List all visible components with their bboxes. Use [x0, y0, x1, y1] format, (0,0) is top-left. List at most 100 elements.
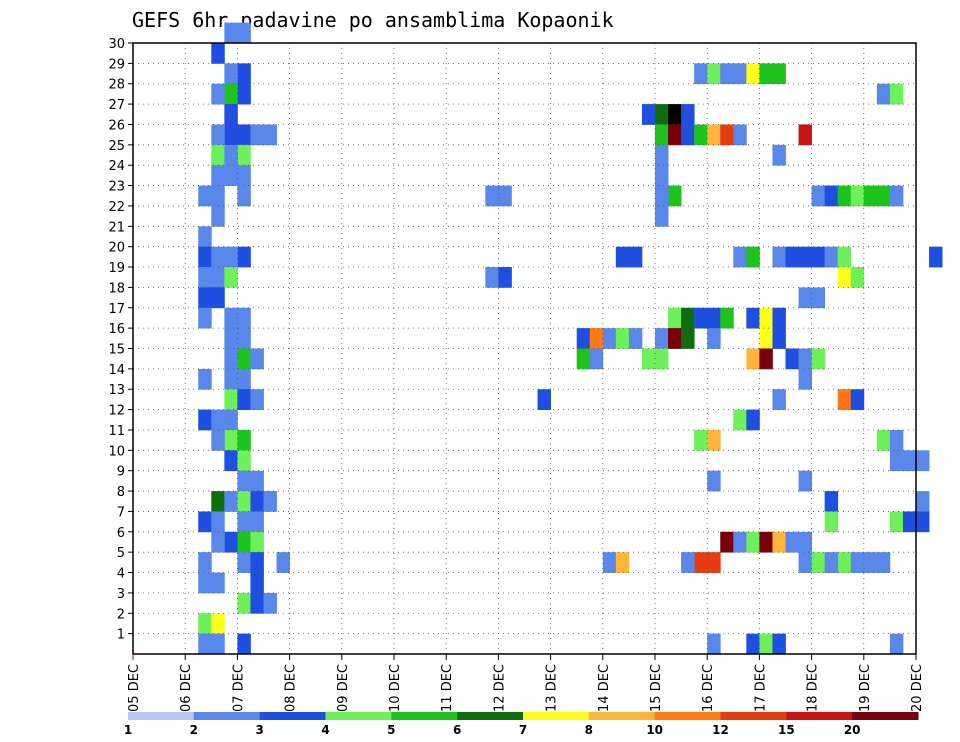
precip-cell — [681, 328, 695, 349]
precip-cell — [798, 531, 812, 553]
precip-cell — [720, 531, 734, 553]
precip-cell — [733, 409, 747, 431]
legend-swatch — [325, 712, 392, 720]
x-tick-label: 07 DEC — [231, 664, 246, 712]
y-tick-label: 11 — [108, 424, 125, 439]
precip-cell — [798, 552, 812, 573]
precip-cell — [198, 307, 212, 329]
precip-cell — [863, 185, 878, 207]
precip-cell — [237, 165, 251, 186]
precip-cell — [263, 124, 277, 146]
precip-cell — [655, 124, 669, 146]
precip-cell — [681, 307, 695, 329]
legend-swatch — [457, 712, 524, 720]
precip-cell — [772, 307, 786, 329]
precip-cell — [237, 429, 251, 451]
precip-cell — [707, 633, 721, 655]
y-tick-label: 12 — [108, 404, 125, 419]
legend-label: 5 — [387, 723, 395, 737]
precip-cell — [811, 348, 826, 370]
precip-cell — [889, 83, 904, 105]
precip-cell — [707, 429, 721, 451]
y-tick-label: 19 — [108, 261, 125, 276]
precip-cell — [224, 165, 238, 186]
precip-cell — [720, 63, 734, 85]
legend-swatch — [720, 712, 787, 720]
y-tick-label: 10 — [108, 444, 125, 459]
precip-cell — [655, 165, 669, 186]
precip-cell — [772, 144, 786, 166]
precip-cell — [759, 531, 773, 553]
precip-cell — [707, 552, 721, 573]
precip-cell — [602, 552, 617, 573]
precip-cell — [237, 592, 251, 614]
precip-cell — [876, 552, 891, 573]
x-tick-label: 13 DEC — [545, 664, 560, 712]
precip-cell — [237, 470, 251, 492]
precip-cell — [237, 348, 251, 370]
precip-cell — [615, 246, 630, 268]
precip-cell — [237, 389, 251, 410]
precip-cell — [798, 124, 812, 146]
precip-cell — [641, 104, 656, 125]
legend-swatch — [523, 712, 590, 720]
legend-swatch — [852, 712, 919, 720]
precip-cell — [746, 246, 760, 268]
precip-cell — [655, 205, 669, 227]
precip-cell — [850, 185, 865, 207]
precip-cell — [198, 368, 212, 390]
precip-cell — [759, 307, 773, 329]
precip-cell — [694, 552, 708, 573]
precip-cell — [237, 124, 251, 146]
precip-cell — [746, 531, 760, 553]
legend-label: 2 — [190, 723, 198, 737]
precip-cell — [707, 328, 721, 349]
precip-cell — [537, 389, 551, 410]
precip-cell — [876, 429, 891, 451]
x-tick-label: 20 DEC — [910, 664, 925, 712]
x-tick-label: 14 DEC — [597, 664, 612, 712]
precip-cell — [224, 450, 238, 472]
x-tick-label: 08 DEC — [284, 664, 299, 712]
precip-cell — [263, 592, 277, 614]
precip-cell — [211, 409, 225, 431]
precip-cell — [224, 348, 238, 370]
precip-cell — [720, 124, 734, 146]
precip-cell — [198, 267, 212, 288]
legend-swatch — [588, 712, 656, 720]
precip-cell — [916, 511, 930, 533]
legend: 1 2 3 4 5 6 7 8 10 12 15 20 — [124, 712, 919, 737]
precip-cell — [746, 348, 760, 370]
precip-cell — [876, 185, 891, 207]
precip-cell — [655, 348, 669, 370]
precip-cell — [655, 104, 669, 125]
precip-cell — [733, 124, 747, 146]
precip-cell — [615, 328, 630, 349]
cells-layer — [198, 22, 943, 655]
legend-label: 6 — [453, 723, 461, 737]
precip-cell — [628, 328, 643, 349]
precip-cell — [902, 450, 917, 472]
y-tick-label: 22 — [108, 200, 125, 215]
precip-cell — [615, 552, 630, 573]
precip-cell — [576, 348, 591, 370]
precip-cell — [681, 552, 695, 573]
y-tick-label: 27 — [108, 98, 125, 113]
precip-cell — [237, 531, 251, 553]
precip-cell — [824, 185, 839, 207]
precip-cell — [589, 348, 604, 370]
precip-cell — [224, 531, 238, 553]
precip-cell — [250, 491, 264, 512]
precip-cell — [655, 185, 669, 207]
precip-cell — [772, 246, 786, 268]
precip-cell — [211, 144, 225, 166]
precip-cell — [250, 511, 264, 533]
precip-cell — [655, 144, 669, 166]
precip-cell — [811, 246, 826, 268]
precip-cell — [576, 328, 591, 349]
precip-cell — [237, 22, 251, 44]
precip-cell — [733, 246, 747, 268]
y-tick-label: 25 — [108, 139, 125, 154]
precip-cell — [211, 287, 225, 309]
x-tick-label: 17 DEC — [753, 664, 768, 712]
